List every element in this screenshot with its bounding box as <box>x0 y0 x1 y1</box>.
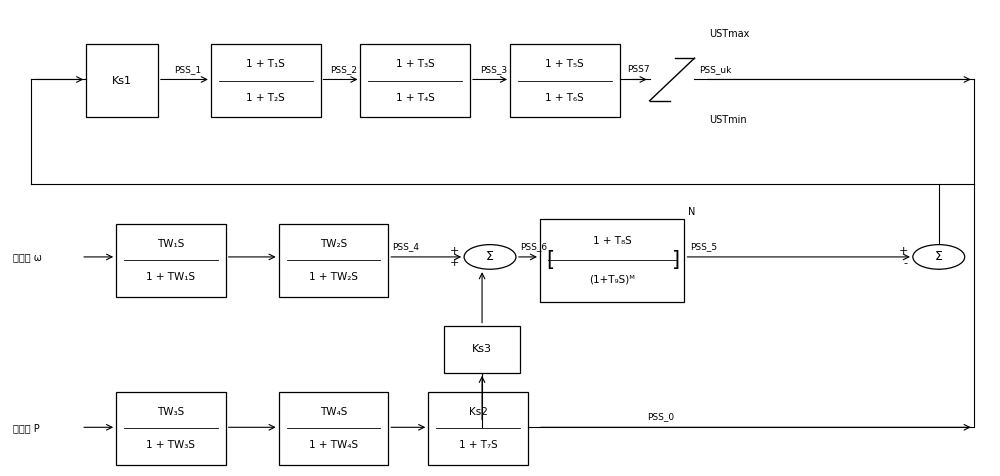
Text: Ks2: Ks2 <box>469 407 487 416</box>
Text: 1 + T₆S: 1 + T₆S <box>545 92 584 102</box>
Text: ]: ] <box>672 250 680 270</box>
Text: PSS_4: PSS_4 <box>392 242 419 251</box>
Text: 1 + TW₃S: 1 + TW₃S <box>146 440 195 450</box>
Bar <box>540 219 684 302</box>
Text: 1 + T₁S: 1 + T₁S <box>246 59 285 69</box>
Text: PSS_3: PSS_3 <box>480 65 507 74</box>
Text: PSS7: PSS7 <box>627 65 649 74</box>
Text: TW₄S: TW₄S <box>320 407 347 416</box>
Circle shape <box>464 245 516 269</box>
Text: USTmin: USTmin <box>709 115 747 125</box>
Text: 1 + TW₂S: 1 + TW₂S <box>309 272 358 282</box>
Text: 1 + T₅S: 1 + T₅S <box>545 59 584 69</box>
Text: PSS_uk: PSS_uk <box>699 65 732 74</box>
Text: 电功率 P: 电功率 P <box>13 423 40 433</box>
Text: Ks1: Ks1 <box>112 76 132 86</box>
Text: (1+T₉S)ᴹ: (1+T₉S)ᴹ <box>589 275 635 285</box>
Text: [: [ <box>546 250 554 270</box>
Text: 1 + T₈S: 1 + T₈S <box>593 237 632 247</box>
Text: +: + <box>450 246 459 256</box>
Text: 1 + TW₁S: 1 + TW₁S <box>146 272 195 282</box>
Bar <box>360 44 470 117</box>
Bar <box>86 44 158 117</box>
Text: -: - <box>904 258 908 268</box>
Bar <box>116 392 226 465</box>
Bar <box>279 392 388 465</box>
Text: Ks3: Ks3 <box>472 344 492 354</box>
Bar <box>444 326 520 373</box>
Text: 1 + T₄S: 1 + T₄S <box>396 92 435 102</box>
Text: TW₃S: TW₃S <box>157 407 185 416</box>
Text: USTmax: USTmax <box>709 29 750 39</box>
Text: TW₂S: TW₂S <box>320 238 347 248</box>
Circle shape <box>913 245 965 269</box>
Text: 1 + T₇S: 1 + T₇S <box>459 440 497 450</box>
Bar <box>428 392 528 465</box>
Bar <box>211 44 320 117</box>
Text: PSS_0: PSS_0 <box>648 413 675 422</box>
Text: $\Sigma$: $\Sigma$ <box>934 250 943 263</box>
Text: $\Sigma$: $\Sigma$ <box>485 250 495 263</box>
Text: PSS_2: PSS_2 <box>330 65 357 74</box>
Text: 角速度 ω: 角速度 ω <box>13 252 42 262</box>
Text: PSS_5: PSS_5 <box>690 242 718 251</box>
Text: TW₁S: TW₁S <box>157 238 185 248</box>
Bar <box>116 224 226 297</box>
Text: +: + <box>450 258 459 268</box>
Text: N: N <box>688 207 696 217</box>
Text: +: + <box>898 246 908 256</box>
Text: 1 + T₃S: 1 + T₃S <box>396 59 435 69</box>
Text: PSS_6: PSS_6 <box>520 242 547 251</box>
Bar <box>279 224 388 297</box>
Text: 1 + T₂S: 1 + T₂S <box>246 92 285 102</box>
Bar <box>510 44 620 117</box>
Text: 1 + TW₄S: 1 + TW₄S <box>309 440 358 450</box>
Text: PSS_1: PSS_1 <box>174 65 202 74</box>
